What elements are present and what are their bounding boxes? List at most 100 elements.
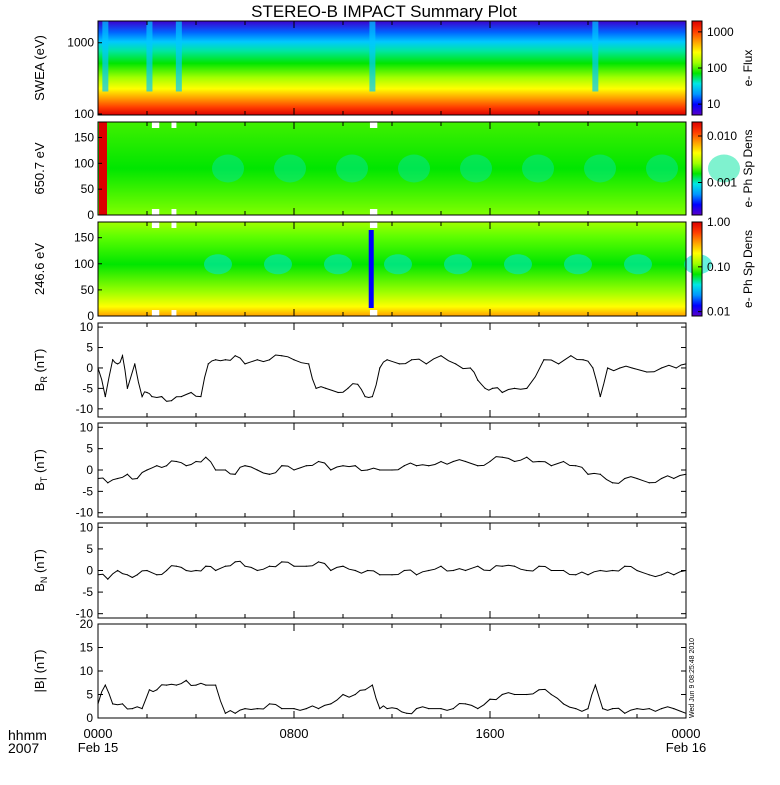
series-point: [97, 703, 99, 705]
series-point: [587, 473, 589, 475]
series-point: [117, 477, 119, 480]
series-point: [293, 708, 295, 710]
series-point: [166, 684, 168, 686]
series-point: [587, 574, 589, 576]
y-tick-label: 5: [86, 341, 93, 355]
series-point: [136, 477, 138, 480]
y-tick-label: 150: [74, 131, 94, 145]
heatmap-gap: [151, 209, 160, 215]
series-point: [398, 363, 400, 365]
heatmap-blob: [264, 254, 292, 275]
colorbar-pad_246: [691, 221, 703, 317]
y-tick-label: 15: [80, 641, 94, 655]
series-point: [489, 569, 491, 572]
series-point: [386, 359, 388, 361]
series-point: [244, 708, 246, 710]
series-point: [97, 574, 99, 576]
series-point: [126, 387, 128, 389]
y-tick-label: 0: [86, 711, 93, 725]
series-point: [268, 473, 271, 475]
series-point: [256, 708, 258, 710]
plot-title: STEREO-B IMPACT Summary Plot: [251, 2, 517, 21]
series-point: [107, 578, 109, 580]
series-point: [685, 569, 687, 572]
series-point: [305, 465, 307, 467]
series-point: [354, 569, 356, 572]
series-point: [354, 693, 356, 696]
y-tick-label: 150: [74, 231, 94, 245]
series-point: [146, 569, 148, 572]
series-point: [224, 469, 226, 471]
time-axis-corner-year: 2007: [8, 740, 39, 756]
series-point: [501, 693, 503, 696]
series-point: [364, 689, 366, 691]
colorbar-tick-label: 0.001: [707, 175, 737, 189]
series-point: [224, 712, 226, 714]
series-point: [570, 355, 572, 357]
series-point: [117, 569, 119, 572]
colorbar-label-pad_246: e- Ph Sp Dens: [741, 230, 755, 308]
time-axis-corner-hhmm: hhmm: [8, 727, 47, 743]
series-point: [562, 460, 565, 463]
heatmap-blob: [624, 254, 652, 275]
series-point: [97, 477, 99, 480]
series-point: [550, 569, 552, 572]
series-point: [161, 395, 163, 398]
heatmap-blob: [708, 154, 740, 183]
series-point: [121, 703, 124, 705]
series-point: [538, 460, 540, 463]
series-point: [599, 569, 601, 572]
series-point: [97, 367, 99, 369]
heatmap-blob: [460, 154, 492, 183]
series-point: [379, 469, 381, 471]
panel-frame-bmag: [97, 623, 687, 719]
series-point: [386, 708, 388, 710]
heatmap-stripe: [368, 230, 374, 308]
y-tick-label: 100: [74, 107, 94, 121]
series-point: [526, 569, 528, 572]
colorbar-tick-label: 0.01: [707, 305, 731, 319]
series-point: [440, 565, 442, 567]
series-point: [477, 708, 479, 710]
heatmap-gap: [171, 310, 177, 316]
series-point: [215, 569, 217, 572]
series-point: [611, 569, 614, 572]
series-point: [550, 693, 552, 696]
heatmap-gap: [151, 222, 160, 228]
series-point: [317, 460, 320, 463]
y-tick-label: 0: [86, 564, 93, 578]
series-point: [415, 708, 418, 710]
series-point: [513, 565, 516, 567]
heatmap-edge-band: [99, 122, 107, 215]
series-point: [619, 367, 621, 369]
series-point: [575, 574, 577, 576]
series-point: [371, 684, 373, 686]
y-axis-label-bn: BN (nT): [32, 549, 49, 592]
series-point: [513, 693, 516, 696]
series-point: [281, 708, 283, 710]
series-point: [190, 391, 192, 394]
series-point: [396, 708, 398, 710]
series-point: [156, 689, 158, 691]
series-point: [575, 465, 577, 467]
y-tick-label: 100: [74, 257, 94, 271]
series-point: [195, 569, 197, 572]
panel-frame-br: [97, 322, 687, 418]
heatmap-gap: [369, 310, 378, 316]
y-tick-label: 20: [80, 617, 94, 631]
series-point: [166, 569, 168, 572]
series-point: [364, 395, 366, 398]
series-point: [379, 708, 381, 710]
series-point: [636, 708, 638, 710]
heatmap-gap: [369, 122, 378, 128]
heatmap-blob: [504, 254, 532, 275]
series-point: [594, 684, 596, 686]
heatmap-blob: [444, 254, 472, 275]
heatmap-blob: [384, 254, 412, 275]
series-point: [281, 561, 283, 563]
series-point: [234, 473, 236, 475]
series-point: [293, 565, 295, 567]
colorbar-tick-label: 100: [707, 61, 727, 75]
series-point: [180, 395, 182, 398]
series-point: [330, 469, 332, 471]
